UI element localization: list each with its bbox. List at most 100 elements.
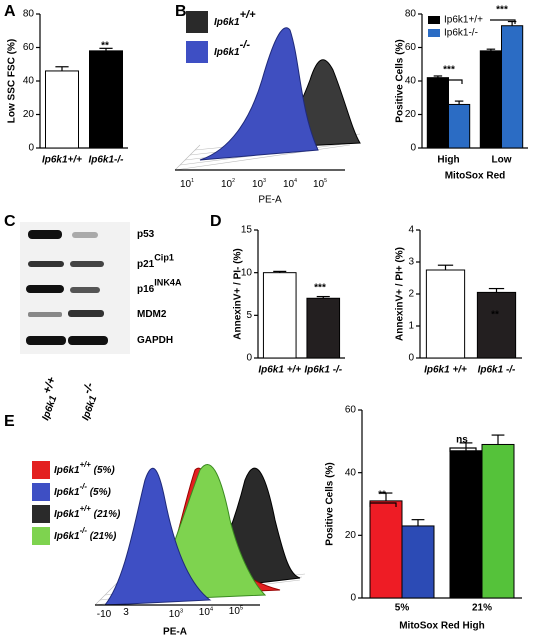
x-tick-label-sup: 2 [232,178,235,184]
y-axis-label: AnnexinV+ / PI- (%) [233,248,244,339]
annotation: ns [456,435,468,446]
x-axis-label: PE-A [258,195,282,206]
annotation: ** [378,490,386,501]
x-tick-label-base: 3 [123,607,129,618]
lane-label-sup: +/+ [40,375,58,395]
legend-swatch [428,16,440,24]
x-tick-label-sup: 3 [263,178,266,184]
bar [45,70,79,149]
legend-label: Ip6k1+/+ [214,9,256,28]
legend-label: Ip6k1-/- [214,39,250,58]
x-tick-label: 101 [180,178,194,189]
legend-label: Ip6k1+/+ (5%) [54,460,115,475]
x-tick-label-sup: 1 [191,178,194,184]
flow-histogram-b [174,27,361,171]
legend-label: Ip6k1+/+ [444,15,483,26]
legend-label-base: Ip6k1 [54,509,80,520]
x-tick-label-base: 10 [252,179,264,190]
y-tick-label: 40 [345,467,357,478]
legend-label-rest: (5%) [87,487,112,498]
x-tick-label: 104 [199,606,214,618]
x-tick-label: -10 [97,609,112,620]
y-tick-label: 20 [405,109,417,120]
band-label: p16INK4A [137,278,182,295]
annotation: ** [491,310,499,321]
legend-label-base: Ip6k1 [54,487,80,498]
x-axis-label: PE-A [163,627,187,638]
legend-label-sup: +/+ [80,504,92,513]
x-tick-label: Ip6k1 -/- [478,365,516,376]
legend-swatch [32,505,50,523]
lane-label-base: Ip6k1 [40,394,59,422]
legend-label-base: Ip6k1 [214,17,240,28]
x-tick-label-base: 10 [313,179,325,190]
y-tick-label: 0 [350,593,356,604]
y-tick-label: 40 [23,76,35,87]
y-tick-label: 40 [405,76,417,87]
x-tick-label: 104 [283,178,297,189]
bar [401,525,435,599]
band-label-sup: Cip1 [154,253,174,263]
panel-letter: E [4,413,15,430]
band-label-base: MDM2 [137,309,167,320]
significance-bracket [449,447,477,452]
legend-swatch [32,527,50,545]
legend-label-rest: (21%) [91,509,121,520]
x-tick-label-sup: 5 [324,178,327,184]
panel-letter: B [175,3,187,20]
legend-label-sup: -/- [80,526,88,535]
panel-letter: D [210,213,222,230]
x-axis-label: MitoSox Red High [399,621,485,632]
band-label-base: GAPDH [137,335,173,346]
x-tick-label-base: 10 [221,179,233,190]
legend-label-sup: -/- [240,39,251,51]
annotation: *** [496,5,508,16]
x-tick-label: 103 [169,608,183,620]
x-tick-label-sup: 5 [240,605,243,611]
bar [449,450,483,599]
bar [481,443,515,599]
x-tick-label: 21% [472,603,492,614]
legend-label-sup: +/+ [80,460,92,469]
lane-label-base: Ip6k1 [80,394,99,422]
legend-swatch [428,29,440,37]
x-tick-label-sup: 4 [294,178,297,184]
x-tick-label-base: 10 [169,609,181,620]
y-tick-label: 80 [23,9,35,20]
y-tick-label: 0 [28,143,34,154]
legend-label-sup: -/- [80,482,88,491]
panel-letter: A [4,3,16,20]
y-tick-label: 0 [246,353,252,364]
x-tick-label-base: 10 [283,179,295,190]
band-label-sup: INK4A [154,278,182,288]
legend-label: Ip6k1-/- (5%) [54,482,111,497]
y-axis-label: Positive Cells (%) [395,39,406,122]
x-tick-label: 3 [123,607,129,618]
bar [306,297,341,359]
bar [476,291,517,359]
band-label: p21Cip1 [137,253,174,270]
significance-bracket [435,79,463,84]
legend-label-rest: (5%) [91,465,116,476]
lane-label-sup: -/- [80,381,96,396]
x-tick-label: Ip6k1+/+ [42,155,82,166]
legend-label: Ip6k1-/- (21%) [54,526,117,541]
x-tick-label: Ip6k1 +/+ [258,365,301,376]
x-tick-label: Low [492,155,512,166]
x-tick-label: 105 [313,178,327,189]
x-tick-label-sup: 4 [210,606,214,612]
x-tick-label: Ip6k1 -/- [304,365,342,376]
y-tick-label: 20 [345,530,357,541]
x-tick-label-sup: 3 [180,608,183,614]
x-tick-label-base: 10 [229,606,241,617]
band-label: MDM2 [137,309,167,320]
y-axis-label: Low SSC FSC (%) [7,39,18,123]
y-tick-label: 15 [241,225,253,236]
y-tick-label: 1 [408,321,414,332]
annotation: ** [101,41,109,52]
y-tick-label: 5 [246,310,252,321]
legend-swatch [32,461,50,479]
y-axis-label: Positive Cells (%) [325,462,336,545]
legend-label: Ip6k1+/+ (21%) [54,504,121,519]
